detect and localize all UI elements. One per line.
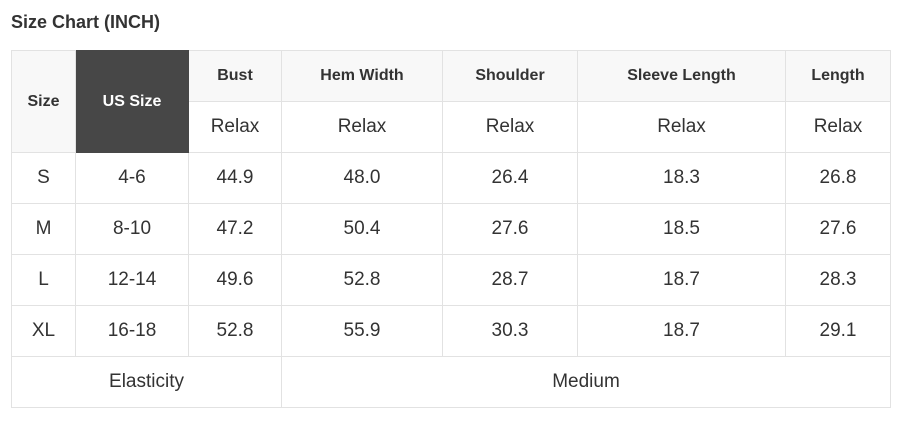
table-cell: 8-10 — [75, 203, 189, 255]
table-cell: 27.6 — [442, 203, 578, 255]
header-hem-width: Hem Width — [281, 50, 443, 102]
header-size: Size — [11, 50, 76, 153]
table-cell: L — [11, 254, 76, 306]
table-cell: XL — [11, 305, 76, 357]
table-cell: 12-14 — [75, 254, 189, 306]
header-us-size: US Size — [75, 50, 189, 153]
table-cell: S — [11, 152, 76, 204]
table-cell: 18.7 — [577, 254, 786, 306]
header-sleeve-length: Sleeve Length — [577, 50, 786, 102]
table-row: XL 16-18 52.8 55.9 30.3 18.7 29.1 — [11, 305, 891, 357]
table-cell: 18.5 — [577, 203, 786, 255]
table-cell: 26.4 — [442, 152, 578, 204]
fit-row: Relax Relax Relax Relax Relax — [12, 101, 891, 153]
table-cell: 29.1 — [785, 305, 891, 357]
header-row: Size US Size Bust Hem Width Shoulder Sle… — [11, 50, 891, 153]
fit-cell: Relax — [188, 101, 282, 153]
table-cell: M — [11, 203, 76, 255]
table-cell: 28.7 — [442, 254, 578, 306]
fit-cell: Relax — [577, 101, 786, 153]
header-shoulder: Shoulder — [442, 50, 578, 102]
fit-cell: Relax — [785, 101, 891, 153]
table-cell: 18.7 — [577, 305, 786, 357]
elasticity-label: Elasticity — [11, 356, 282, 408]
page-title: Size Chart (INCH) — [11, 12, 161, 32]
table-cell: 28.3 — [785, 254, 891, 306]
table-cell: 27.6 — [785, 203, 891, 255]
table-cell: 49.6 — [188, 254, 282, 306]
table-row: S 4-6 44.9 48.0 26.4 18.3 26.8 — [11, 152, 891, 204]
table-row: M 8-10 47.2 50.4 27.6 18.5 27.6 — [11, 203, 891, 255]
table-cell: 50.4 — [281, 203, 443, 255]
table-cell: 47.2 — [188, 203, 282, 255]
elasticity-value: Medium — [281, 356, 891, 408]
table-cell: 4-6 — [75, 152, 189, 204]
fit-cell: Relax — [281, 101, 443, 153]
table-cell: 52.8 — [188, 305, 282, 357]
footer-row: Elasticity Medium — [11, 356, 891, 408]
header-length: Length — [785, 50, 891, 102]
table-cell: 30.3 — [442, 305, 578, 357]
size-chart-table: Size US Size Bust Hem Width Shoulder Sle… — [11, 50, 891, 408]
header-bust: Bust — [188, 50, 282, 102]
table-cell: 48.0 — [281, 152, 443, 204]
table-cell: 52.8 — [281, 254, 443, 306]
table-cell: 26.8 — [785, 152, 891, 204]
table-row: L 12-14 49.6 52.8 28.7 18.7 28.3 — [11, 254, 891, 306]
table-cell: 55.9 — [281, 305, 443, 357]
table-cell: 44.9 — [188, 152, 282, 204]
table-cell: 16-18 — [75, 305, 189, 357]
table-cell: 18.3 — [577, 152, 786, 204]
fit-cell: Relax — [442, 101, 578, 153]
